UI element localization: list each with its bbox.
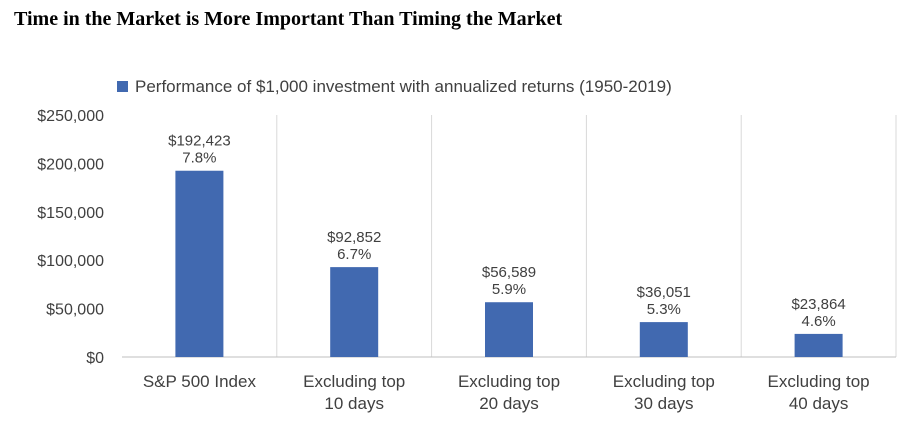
bar <box>175 170 224 357</box>
bar-value-label: $36,051 <box>637 284 691 301</box>
y-tick-label: $200,000 <box>37 156 104 173</box>
category-label: 40 days <box>789 394 849 413</box>
y-tick-label: $0 <box>86 350 104 367</box>
bar-value-label: $56,589 <box>482 264 536 281</box>
legend-label: Performance of $1,000 investment with an… <box>135 77 672 96</box>
chart-title: Time in the Market is More Important Tha… <box>14 8 563 30</box>
category-label: 20 days <box>479 394 539 413</box>
category-label: Excluding top <box>458 372 560 391</box>
category-label: 30 days <box>634 394 694 413</box>
bar-value-label: $92,852 <box>327 229 381 246</box>
y-tick-label: $250,000 <box>37 108 104 125</box>
y-tick-label: $100,000 <box>37 253 104 270</box>
bar-return-label: 4.6% <box>801 313 835 330</box>
bar-value-label: $23,864 <box>791 296 845 313</box>
bar-value-label: $192,423 <box>168 133 231 150</box>
category-label: Excluding top <box>613 372 715 391</box>
legend-swatch <box>117 81 128 92</box>
category-label: S&P 500 Index <box>143 372 257 391</box>
bar <box>794 333 843 357</box>
bar <box>485 302 533 357</box>
category-label: Excluding top <box>303 372 405 391</box>
y-tick-label: $150,000 <box>37 205 104 222</box>
bar <box>330 267 379 357</box>
bar-return-label: 5.3% <box>647 301 681 318</box>
category-label: Excluding top <box>768 372 870 391</box>
bar-return-label: 7.8% <box>182 150 216 167</box>
bar <box>639 322 688 357</box>
bar-return-label: 6.7% <box>337 246 371 263</box>
bar-return-label: 5.9% <box>492 281 526 298</box>
y-tick-label: $50,000 <box>46 302 104 319</box>
category-label: 10 days <box>324 394 384 413</box>
